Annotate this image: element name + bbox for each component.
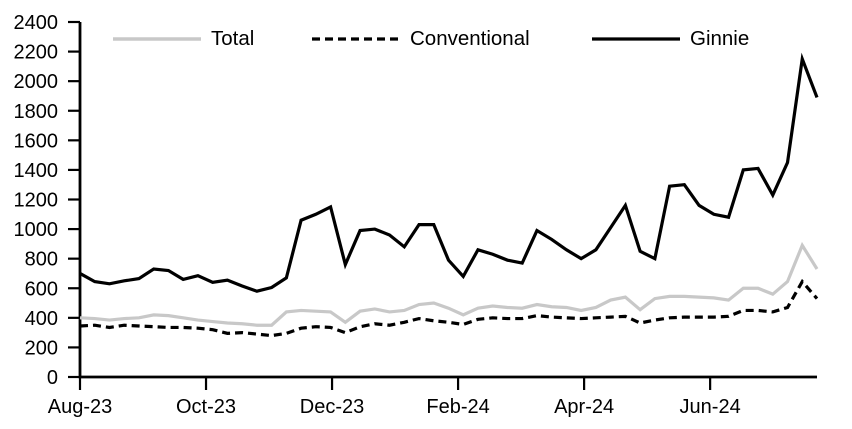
x-axis-tick-label: Oct-23 (176, 396, 236, 418)
x-axis-tick-label: Aug-23 (48, 396, 113, 418)
x-axis-tick-label: Jun-24 (680, 396, 741, 418)
x-axis-tick-label: Dec-23 (300, 396, 364, 418)
y-axis-tick-label: 1000 (14, 219, 59, 241)
series-line-total (79, 241, 819, 327)
y-axis-tick-label: 1800 (14, 101, 59, 123)
series-line-ginnie (79, 52, 819, 293)
x-axis-tick-label: Apr-24 (554, 396, 614, 418)
y-axis-tick-label: 2200 (14, 42, 59, 64)
y-axis-tick-label: 200 (25, 337, 58, 359)
y-axis-tick-label: 1200 (14, 190, 59, 212)
axes-frame (78, 22, 817, 379)
y-axis-tick-label: 2000 (14, 71, 59, 93)
y-axis-tick-label: 1400 (14, 160, 59, 182)
y-axis-tick-label: 0 (47, 367, 58, 389)
y-axis-tick-label: 600 (25, 278, 58, 300)
y-axis-tick-label: 1600 (14, 130, 59, 152)
y-axis-tick-label: 800 (25, 249, 58, 271)
y-axis-tick-label: 400 (25, 308, 58, 330)
series-line-conventional (79, 278, 819, 338)
y-axis-tick-label: 2400 (14, 12, 59, 34)
x-axis-tick-label: Feb-24 (426, 396, 489, 418)
